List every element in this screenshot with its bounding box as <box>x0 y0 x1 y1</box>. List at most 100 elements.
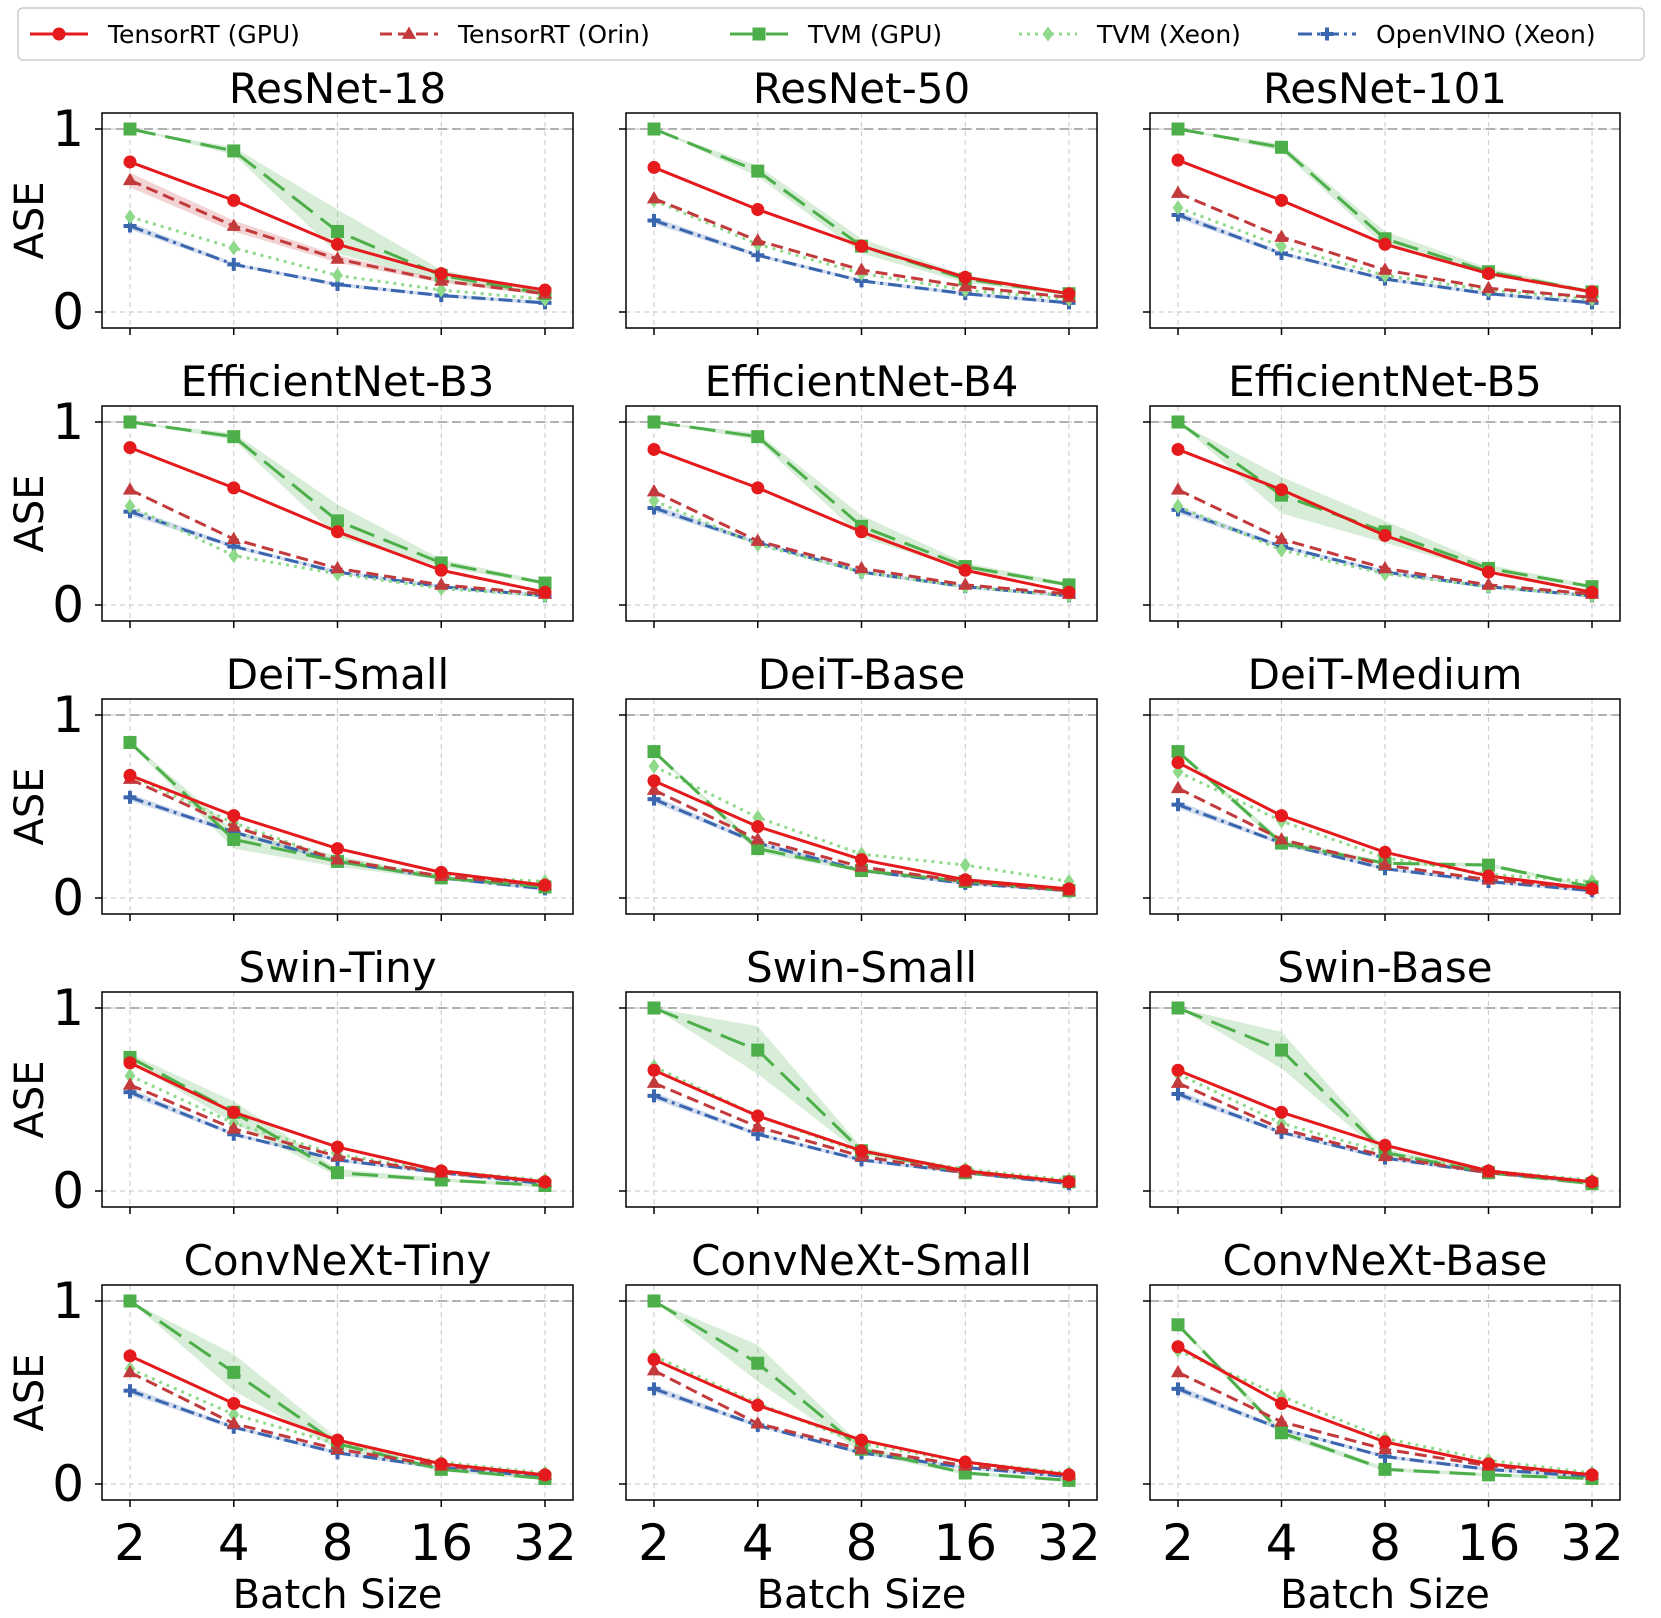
data-point-tvm_gpu <box>751 1356 765 1370</box>
panel: DeiT-Medium <box>1143 650 1621 921</box>
data-point-trt_gpu <box>1482 267 1495 281</box>
data-point-trt_orin <box>750 1119 765 1132</box>
data-point-trt_orin <box>226 1121 241 1134</box>
x-tick-label: 32 <box>1560 1514 1624 1572</box>
panel-title: ResNet-18 <box>229 64 446 113</box>
data-point-trt_orin <box>750 831 765 845</box>
data-point-tvm_gpu <box>1275 1043 1288 1057</box>
legend-entry-ov_xeon: OpenVINO (Xeon) <box>1298 20 1596 49</box>
legend-marker-triangle <box>401 26 417 39</box>
data-point-trt_gpu <box>855 525 868 539</box>
data-point-tvm_xeon <box>124 1068 136 1084</box>
y-tick-label: 0 <box>52 1162 84 1220</box>
panel: EfficientNet-B3 0 1 ASE <box>7 357 574 634</box>
x-tick-label: 4 <box>218 1514 250 1572</box>
data-point-tvm_gpu <box>1275 140 1288 154</box>
data-point-tvm_xeon <box>1276 542 1287 558</box>
x-axis-label: Batch Size <box>233 1572 443 1618</box>
panel-title: ConvNeXt-Small <box>691 1236 1032 1285</box>
legend: TensorRT (GPU) TensorRT (Orin) TVM (GPU) TV… <box>17 7 1645 61</box>
data-point-tvm_gpu <box>647 745 661 759</box>
series-line-tvm_xeon <box>129 1367 546 1475</box>
data-point-trt_orin <box>1170 780 1186 794</box>
data-point-trt_orin <box>1274 531 1289 544</box>
panel: Swin-Small <box>619 943 1098 1214</box>
data-point-tvm_gpu <box>1171 415 1185 429</box>
data-point-tvm_xeon <box>228 240 240 256</box>
x-tick-label: 16 <box>409 1514 473 1572</box>
data-point-trt_gpu <box>434 1457 448 1471</box>
data-point-tvm_xeon <box>435 282 447 298</box>
x-axis-label: Batch Size <box>757 1572 967 1618</box>
panel-grid: ResNet-18 0 1 ASE ResNet-50 ResNet-101 Efficie… <box>7 64 1624 1618</box>
data-point-trt_orin <box>1377 1148 1393 1162</box>
panel: Swin-Tiny 0 1 ASE <box>7 943 574 1220</box>
data-point-trt_gpu <box>1275 809 1288 823</box>
data-point-trt_orin <box>1170 1075 1186 1088</box>
data-point-trt_gpu <box>647 160 661 174</box>
data-point-trt_orin <box>330 852 345 865</box>
data-point-ov_xeon <box>123 790 137 804</box>
panel-title: DeiT-Base <box>758 650 966 699</box>
data-point-trt_orin <box>122 1077 138 1090</box>
data-point-trt_orin <box>1377 262 1393 275</box>
data-point-tvm_gpu <box>1378 1462 1392 1476</box>
data-point-trt_gpu <box>1585 1468 1599 1482</box>
data-point-trt_gpu <box>1378 528 1392 542</box>
data-point-trt_gpu <box>1378 845 1392 859</box>
data-point-tvm_gpu <box>751 430 765 444</box>
data-point-tvm_xeon <box>332 267 343 283</box>
data-point-trt_gpu <box>434 1164 448 1178</box>
legend-label: TVM (Xeon) <box>1096 20 1241 49</box>
data-point-trt_orin <box>122 172 138 186</box>
data-point-trt_orin <box>1377 857 1393 870</box>
legend-label: TVM (GPU) <box>807 20 942 49</box>
panel-title: DeiT-Small <box>226 650 449 699</box>
x-tick-label: 32 <box>513 1514 577 1572</box>
data-point-trt_gpu <box>123 1056 137 1070</box>
data-point-tvm_xeon <box>124 498 136 514</box>
y-axis-label: ASE <box>7 767 53 845</box>
series-line-tvm_gpu <box>128 741 546 889</box>
data-point-trt_orin <box>226 218 241 231</box>
data-point-trt_gpu <box>123 1349 137 1363</box>
data-point-trt_orin <box>226 819 241 832</box>
x-tick-label: 2 <box>1162 1514 1194 1572</box>
data-point-trt_gpu <box>1585 1175 1599 1189</box>
data-point-trt_orin <box>646 1363 662 1376</box>
data-point-trt_gpu <box>227 1396 241 1410</box>
panel: ConvNeXt-Small 2 4 8 16 32 Batch Size <box>619 1236 1101 1618</box>
confidence-band-tvm_gpu <box>130 129 545 296</box>
legend-entry-trt_orin: TensorRT (Orin) <box>380 20 650 49</box>
series-line-tvm_gpu <box>652 750 1070 893</box>
data-point-ov_xeon <box>1171 798 1185 812</box>
panel: DeiT-Small 0 1 ASE <box>7 650 574 927</box>
data-point-trt_orin <box>854 1441 869 1455</box>
legend-frame <box>17 7 1645 61</box>
data-point-ov_xeon <box>647 1089 661 1103</box>
data-point-trt_orin <box>750 533 765 546</box>
data-point-trt_orin <box>1274 229 1289 242</box>
data-point-trt_orin <box>1377 560 1393 574</box>
data-point-trt_gpu <box>1062 1468 1076 1482</box>
panel-title: DeiT-Medium <box>1248 650 1523 699</box>
data-point-trt_gpu <box>1171 442 1185 456</box>
data-point-trt_gpu <box>538 585 552 599</box>
data-point-trt_gpu <box>751 481 765 495</box>
data-point-tvm_xeon <box>648 493 660 509</box>
data-point-trt_gpu <box>434 865 448 879</box>
data-point-trt_gpu <box>1378 1138 1392 1152</box>
data-point-trt_gpu <box>538 1468 552 1482</box>
data-point-trt_gpu <box>1062 585 1076 599</box>
data-point-tvm_gpu <box>1482 858 1495 872</box>
data-point-trt_gpu <box>227 1105 241 1119</box>
data-point-trt_gpu <box>1275 483 1288 497</box>
data-point-trt_orin <box>330 1148 345 1162</box>
data-point-trt_orin <box>646 782 662 795</box>
data-point-tvm_gpu <box>331 514 344 528</box>
panel-title: Swin-Small <box>746 943 977 992</box>
data-point-trt_orin <box>958 278 973 292</box>
data-point-trt_gpu <box>647 774 661 788</box>
panel: ResNet-101 <box>1143 64 1621 335</box>
